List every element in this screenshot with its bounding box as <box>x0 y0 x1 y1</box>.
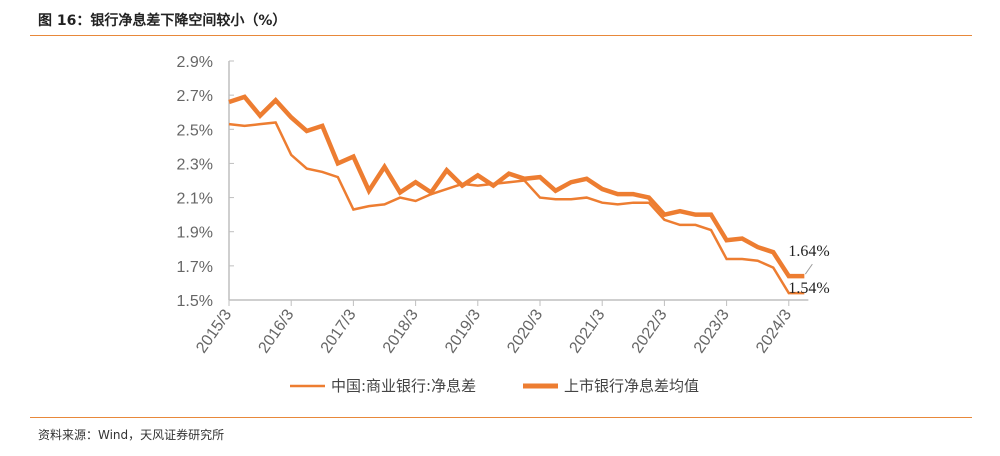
annotation-thick-last: 1.64% <box>788 243 829 260</box>
source-note: 资料来源：Wind，天风证券研究所 <box>38 428 225 442</box>
y-tick-label: 1.9% <box>177 225 213 242</box>
series-line-1 <box>228 94 805 279</box>
y-tick-label: 1.5% <box>177 293 213 310</box>
y-tick-label: 2.7% <box>177 88 213 105</box>
series-line-0 <box>228 121 805 295</box>
y-tick-label: 2.5% <box>177 122 213 139</box>
x-tick-label: 2021/3 <box>566 306 608 356</box>
x-tick-label: 2024/3 <box>753 306 795 356</box>
x-tick-label: 2022/3 <box>629 306 671 356</box>
figure-title: 图 16：银行净息差下降空间较小（%） <box>38 13 287 29</box>
annotation-thin-last: 1.54% <box>788 280 829 297</box>
legend-label-thick: 上市银行净息差均值 <box>564 377 699 395</box>
legend-label-thin: 中国:商业银行:净息差 <box>331 377 476 395</box>
x-tick-label: 2017/3 <box>318 306 360 356</box>
y-tick-label: 2.3% <box>177 156 213 173</box>
x-tick-label: 2015/3 <box>193 306 235 356</box>
x-tick-label: 2023/3 <box>691 306 733 356</box>
bottom-divider <box>30 417 972 418</box>
y-tick-label: 2.1% <box>177 191 213 208</box>
x-tick-label: 2020/3 <box>504 306 546 356</box>
top-divider <box>30 35 972 36</box>
y-tick-label: 2.9% <box>177 54 213 71</box>
x-tick-label: 2018/3 <box>380 306 422 356</box>
x-tick-label: 2019/3 <box>442 306 484 356</box>
x-tick-label: 2016/3 <box>255 306 297 356</box>
annotation-leader <box>804 263 813 275</box>
y-tick-label: 1.7% <box>177 259 213 276</box>
